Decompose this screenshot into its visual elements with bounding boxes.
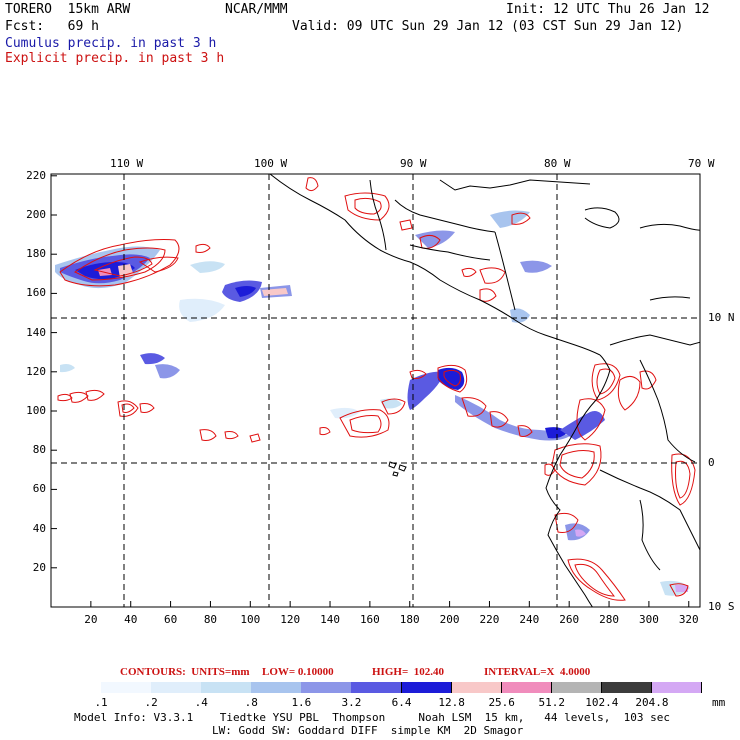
colorbar-label: 12.8 — [438, 696, 465, 709]
lat-lon-grid — [51, 174, 700, 607]
colorbar-swatch — [601, 682, 653, 693]
y-tick-label: 160 — [26, 286, 46, 300]
coastlines — [269, 174, 700, 607]
x-tick-label: 40 — [124, 613, 138, 626]
lon-label-80w: 80 W — [544, 157, 571, 170]
map-background — [51, 174, 700, 607]
colorbar-unit: mm — [712, 696, 726, 709]
colorbar-label: 3.2 — [341, 696, 362, 709]
colorbar-swatch — [651, 682, 703, 693]
contours-high: HIGH= 102.40 — [372, 666, 444, 678]
colorbar-label: 1.6 — [291, 696, 312, 709]
field-label-explicit: Explicit precip. in past 3 h — [5, 51, 225, 66]
model-name: TORERO 15km ARW — [5, 2, 131, 17]
x-tick-label: 300 — [638, 613, 659, 626]
lon-label-100w: 100 W — [254, 157, 288, 170]
x-tick-label: 260 — [559, 613, 580, 626]
lon-label-110w: 110 W — [110, 157, 144, 170]
x-tick-label: 20 — [84, 613, 98, 626]
y-tick-label: 100 — [26, 404, 46, 417]
colorbar-label: .8 — [244, 696, 258, 709]
x-tick-label: 180 — [399, 613, 420, 626]
y-tick-label: 220 — [26, 168, 46, 182]
y-tick-label: 60 — [32, 482, 46, 496]
forecast-hour: Fcst: 69 h — [5, 19, 99, 34]
colorbar-label: .2 — [144, 696, 158, 709]
lon-label-70w: 70 W — [688, 157, 715, 170]
y-tick-label: 20 — [32, 560, 46, 574]
colorbar-swatch — [301, 682, 352, 693]
colorbar-swatch — [101, 682, 152, 693]
colorbar-label: 204.8 — [635, 696, 669, 709]
axis-ticks — [51, 175, 690, 607]
colorbar-label: .4 — [194, 696, 208, 709]
colorbar-swatch — [251, 682, 302, 693]
contours-units: CONTOURS: UNITS=mm — [120, 666, 250, 678]
y-tick-label: 80 — [32, 443, 46, 457]
organization: NCAR/MMM — [225, 2, 288, 17]
y-tick-label: 200 — [26, 208, 46, 221]
colorbar-swatch — [151, 682, 202, 693]
x-tick-label: 60 — [163, 613, 178, 626]
x-tick-label: 220 — [479, 613, 500, 626]
x-tick-label: 120 — [280, 613, 301, 626]
lon-label-90w: 90 W — [400, 157, 427, 170]
lat-label-0: 0 — [708, 456, 715, 469]
contours-interval: INTERVAL=X 4.0000 — [484, 666, 591, 678]
y-tick-label: 180 — [26, 247, 46, 261]
explicit-precip-contours — [57, 177, 696, 601]
x-tick-label: 280 — [599, 613, 619, 626]
colorbar-swatch — [401, 682, 453, 693]
x-tick-label: 100 — [240, 613, 261, 626]
colorbar-swatch — [201, 682, 252, 693]
physics-info: LW: Godd SW: Goddard DIFF simple KM 2D S… — [212, 724, 524, 737]
model-info: Model Info: V3.3.1 Tiedtke YSU PBL Thomp… — [74, 711, 671, 724]
y-tick-label: 40 — [32, 521, 46, 535]
x-tick-label: 200 — [439, 613, 460, 626]
x-tick-label: 240 — [519, 613, 540, 626]
colorbar-label: 25.6 — [488, 696, 515, 709]
colorbar-swatch — [551, 682, 603, 693]
colorbar-swatch — [351, 682, 403, 693]
colorbar-label: .1 — [94, 696, 108, 709]
lat-label-10n: 10 N — [708, 311, 735, 324]
colorbar-label: 102.4 — [585, 696, 619, 709]
colorbar-swatch — [501, 682, 553, 693]
y-tick-label: 120 — [26, 364, 46, 378]
colorbar-label: 51.2 — [538, 696, 566, 709]
contours-low: LOW= 0.10000 — [262, 666, 334, 678]
map-frame — [50, 173, 701, 608]
x-tick-label: 160 — [359, 613, 380, 626]
y-tick-label: 140 — [26, 325, 46, 339]
x-tick-label: 320 — [678, 613, 699, 626]
valid-time: Valid: 09 UTC Sun 29 Jan 12 (03 CST Sun … — [292, 19, 684, 34]
colorbar-label: 6.4 — [391, 696, 412, 709]
colorbar-swatch — [51, 682, 102, 693]
lat-label-10s: 10 S — [708, 600, 735, 613]
colorbar-swatch — [451, 682, 503, 693]
field-label-cumulus: Cumulus precip. in past 3 h — [5, 36, 217, 51]
x-tick-label: 80 — [203, 613, 218, 626]
x-tick-label: 140 — [320, 613, 340, 626]
init-time: Init: 12 UTC Thu 26 Jan 12 — [506, 2, 710, 17]
